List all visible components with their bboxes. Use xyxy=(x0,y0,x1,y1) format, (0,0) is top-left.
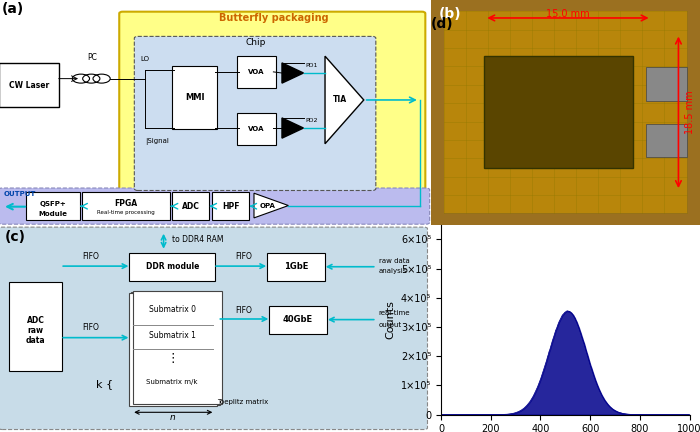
Text: to DDR4 RAM: to DDR4 RAM xyxy=(172,235,224,244)
Text: TIA: TIA xyxy=(333,95,347,105)
Text: n: n xyxy=(169,413,175,422)
Text: (d): (d) xyxy=(430,17,453,31)
Text: Chip: Chip xyxy=(246,38,266,47)
Text: |Signal: |Signal xyxy=(145,138,169,145)
Polygon shape xyxy=(282,118,304,138)
Polygon shape xyxy=(325,56,364,144)
Text: PD2: PD2 xyxy=(306,118,318,123)
Polygon shape xyxy=(282,63,304,83)
Text: PD1: PD1 xyxy=(306,63,318,68)
Text: HPF: HPF xyxy=(222,202,239,211)
FancyBboxPatch shape xyxy=(172,66,218,129)
Text: Submatrix m/k: Submatrix m/k xyxy=(146,379,198,385)
FancyBboxPatch shape xyxy=(134,291,222,404)
Text: DDR module: DDR module xyxy=(146,262,199,271)
FancyBboxPatch shape xyxy=(269,305,327,334)
Text: (a): (a) xyxy=(2,2,25,16)
FancyBboxPatch shape xyxy=(484,56,633,168)
FancyBboxPatch shape xyxy=(0,227,428,429)
Text: FIFO: FIFO xyxy=(82,252,99,261)
FancyBboxPatch shape xyxy=(212,192,248,220)
Text: Submatrix 1: Submatrix 1 xyxy=(149,331,195,340)
FancyBboxPatch shape xyxy=(0,188,430,224)
FancyBboxPatch shape xyxy=(267,253,325,281)
FancyBboxPatch shape xyxy=(237,114,276,145)
Text: Submatrix 0: Submatrix 0 xyxy=(148,305,196,314)
Text: analysis: analysis xyxy=(379,268,407,274)
Text: raw data: raw data xyxy=(379,258,410,264)
Y-axis label: Counts: Counts xyxy=(385,300,396,339)
Text: ADC: ADC xyxy=(27,315,45,324)
Text: FIFO: FIFO xyxy=(234,252,252,261)
Text: real-time: real-time xyxy=(379,310,410,316)
Text: 1GbE: 1GbE xyxy=(284,262,308,271)
Text: data: data xyxy=(26,336,46,345)
Text: VOA: VOA xyxy=(248,126,265,132)
FancyBboxPatch shape xyxy=(430,0,700,225)
FancyBboxPatch shape xyxy=(129,293,218,406)
Text: 15.0 mm: 15.0 mm xyxy=(546,9,590,19)
FancyBboxPatch shape xyxy=(129,253,216,281)
FancyBboxPatch shape xyxy=(172,192,209,220)
FancyBboxPatch shape xyxy=(646,124,687,157)
Text: (c): (c) xyxy=(5,230,26,244)
Text: FIFO: FIFO xyxy=(234,306,252,315)
Polygon shape xyxy=(254,193,288,218)
Text: FPGA: FPGA xyxy=(114,199,137,208)
FancyBboxPatch shape xyxy=(119,12,426,200)
FancyBboxPatch shape xyxy=(82,192,170,220)
Text: output: output xyxy=(379,321,402,327)
Text: (b): (b) xyxy=(439,7,461,21)
Text: LO: LO xyxy=(141,56,150,62)
FancyBboxPatch shape xyxy=(132,292,220,405)
FancyBboxPatch shape xyxy=(0,64,60,108)
Text: 40GbE: 40GbE xyxy=(283,315,313,324)
Text: Toeplitz matrix: Toeplitz matrix xyxy=(218,399,269,405)
Text: CW Laser: CW Laser xyxy=(9,81,49,90)
Text: VOA: VOA xyxy=(248,69,265,75)
FancyBboxPatch shape xyxy=(444,11,687,213)
Text: OPA: OPA xyxy=(260,203,276,209)
Text: Module: Module xyxy=(38,211,67,217)
Text: Real-time processing: Real-time processing xyxy=(97,210,155,215)
Text: PC: PC xyxy=(88,53,97,62)
Text: FIFO: FIFO xyxy=(82,323,99,332)
Text: ADC: ADC xyxy=(181,202,200,211)
Text: raw: raw xyxy=(27,326,43,335)
FancyBboxPatch shape xyxy=(237,56,276,88)
Text: k {: k { xyxy=(96,379,113,389)
FancyBboxPatch shape xyxy=(8,282,62,371)
Text: ⋮: ⋮ xyxy=(166,352,179,365)
Text: 18.5 mm: 18.5 mm xyxy=(685,91,694,134)
Text: MMI: MMI xyxy=(185,93,204,102)
FancyBboxPatch shape xyxy=(134,36,376,191)
Text: OUTPUT: OUTPUT xyxy=(4,191,36,197)
FancyBboxPatch shape xyxy=(26,192,80,220)
FancyBboxPatch shape xyxy=(646,67,687,101)
Text: QSFP+: QSFP+ xyxy=(39,201,66,207)
Text: Butterfly packaging: Butterfly packaging xyxy=(218,13,328,23)
